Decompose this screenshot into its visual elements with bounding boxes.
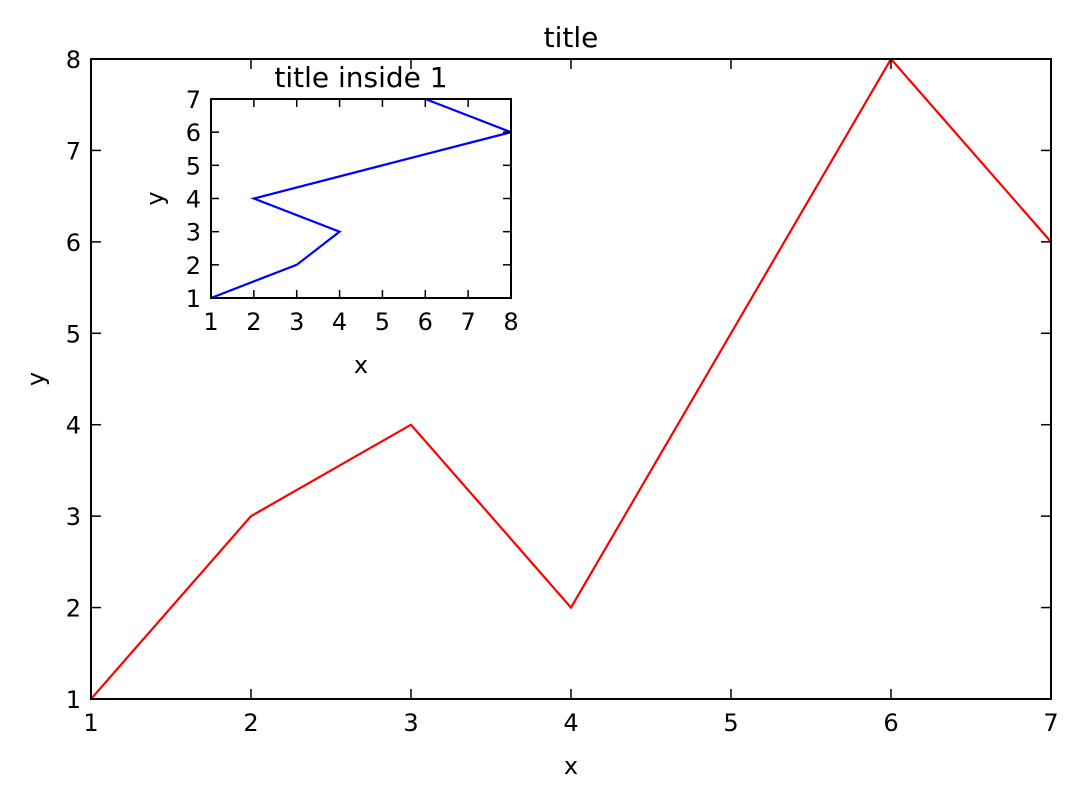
main-x-tick-label: 6: [883, 709, 898, 737]
inset-x-tick-label: 5: [375, 308, 390, 336]
inset-x-tick-label: 3: [289, 308, 304, 336]
inset-y-label: y: [141, 191, 169, 205]
main-x-label: x: [564, 752, 578, 780]
main-y-tick-label: 2: [66, 595, 81, 623]
main-y-tick-label: 4: [66, 412, 81, 440]
main-x-tick-label: 4: [563, 709, 578, 737]
inset-x-tick-label: 1: [203, 308, 218, 336]
main-x-tick-label: 5: [723, 709, 738, 737]
inset-y-tick-label: 3: [186, 219, 201, 247]
inset-x-tick-label: 6: [418, 308, 433, 336]
inset-y-tick-label: 7: [186, 86, 201, 114]
main-y-tick-label: 1: [66, 686, 81, 714]
inset-x-tick-label: 7: [461, 308, 476, 336]
main-y-tick-label: 8: [66, 46, 81, 74]
main-y-tick-label: 3: [66, 503, 81, 531]
inset-y-tick-label: 4: [186, 186, 201, 214]
inset-series-line: [211, 99, 511, 298]
main-x-tick-label: 7: [1043, 709, 1058, 737]
inset-x-tick-label: 2: [246, 308, 261, 336]
main-x-tick-label: 3: [403, 709, 418, 737]
inset-y-tick-label: 5: [186, 152, 201, 180]
main-y-tick-label: 7: [66, 137, 81, 165]
inset-title: title inside 1: [274, 61, 447, 94]
inset-x-tick-label: 4: [332, 308, 347, 336]
inset-y-tick-label: 2: [186, 252, 201, 280]
inset-background: [211, 99, 511, 298]
main-title: title: [544, 21, 599, 54]
main-frame: [90, 58, 1052, 700]
main-x-tick-label: 2: [243, 709, 258, 737]
main-y-tick-label: 5: [66, 320, 81, 348]
inset-frame: [210, 98, 512, 299]
main-series-line: [91, 59, 1051, 699]
main-y-label: y: [22, 372, 50, 386]
inset-x-tick-label: 8: [503, 308, 518, 336]
inset-x-label: x: [354, 351, 368, 379]
inset-y-tick-label: 6: [186, 119, 201, 147]
main-y-tick-label: 6: [66, 229, 81, 257]
inset-y-tick-label: 1: [186, 285, 201, 313]
main-x-tick-label: 1: [83, 709, 98, 737]
